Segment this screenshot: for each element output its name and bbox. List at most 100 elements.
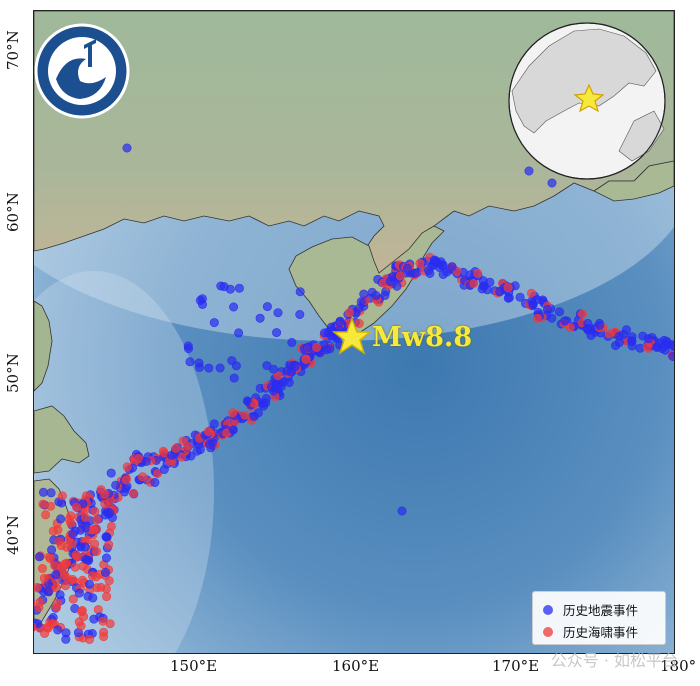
tsunami-event-dot [38, 499, 48, 509]
map-canvas[interactable] [34, 11, 674, 653]
tsunami-event-dot [70, 562, 80, 572]
lon-label-180: 180° [660, 657, 697, 675]
earthquake-event-dot [255, 313, 265, 323]
earthquake-event-dot [204, 363, 214, 373]
earthquake-event-dot [354, 303, 364, 313]
earthquake-event-dot [595, 320, 605, 330]
magnitude-label: Mw8.8 [372, 322, 473, 353]
earthquake-event-dot [76, 525, 86, 535]
earthquake-event-dot [198, 299, 208, 309]
tsunami-event-dot [90, 539, 100, 549]
tsunami-event-dot [72, 552, 82, 562]
tsunami-event-dot [98, 616, 108, 626]
earthquake-event-dot [282, 366, 292, 376]
land-alaska [593, 160, 674, 202]
legend-label-tsunami: 历史海啸事件 [563, 625, 639, 640]
earthquake-event-dot [397, 506, 407, 516]
earthquake-event-dot [55, 590, 65, 600]
earthquake-event-dot [547, 313, 557, 323]
earthquake-event-dot [229, 373, 239, 383]
tsunami-dot-icon [543, 626, 553, 637]
earthquake-event-dot [141, 456, 151, 466]
earthquake-event-dot [410, 268, 420, 278]
tsunami-event-dot [122, 462, 132, 472]
tsunami-event-dot [68, 594, 78, 604]
tsunami-event-dot [53, 525, 63, 535]
lat-label-50: 50°N [4, 353, 22, 393]
earthquake-event-dot [106, 468, 116, 478]
tsunami-event-dot [121, 475, 131, 485]
tsunami-event-dot [34, 622, 37, 632]
earthquake-event-dot [547, 178, 557, 188]
earthquake-event-dot [205, 439, 215, 449]
tsunami-event-dot [577, 309, 587, 319]
legend-item-earthquake: 历史地震事件 [543, 600, 638, 619]
tsunami-event-dot [46, 501, 55, 511]
earthquake-event-dot [284, 377, 294, 387]
earthquake-dot-icon [543, 604, 553, 615]
tsunami-event-dot [354, 318, 364, 328]
earthquake-event-dot [287, 337, 297, 347]
tsunami-event-dot [415, 258, 425, 268]
earthquake-event-dot [371, 290, 381, 300]
tsunami-event-dot [203, 426, 213, 436]
watermark: 公众号 · 如松平台 [550, 651, 678, 670]
earthquake-event-dot [209, 318, 219, 328]
earthquake-event-dot [150, 477, 160, 487]
tsunami-event-dot [100, 499, 110, 509]
tsunami-event-dot [565, 323, 575, 333]
lon-label-160: 160°E [332, 657, 380, 675]
earthquake-event-dot [101, 532, 111, 542]
tsunami-event-dot [53, 598, 63, 608]
earthquake-event-dot [102, 553, 112, 563]
tsunami-event-dot [64, 514, 74, 524]
tsunami-event-dot [72, 502, 82, 512]
tsunami-event-dot [39, 573, 49, 583]
tsunami-event-dot [91, 572, 101, 582]
tsunami-event-dot [532, 313, 542, 323]
tsunami-event-dot [68, 574, 78, 584]
earthquake-event-dot [61, 628, 71, 638]
earthquake-event-dot [56, 514, 66, 524]
earthquake-event-dot [227, 356, 237, 366]
tsunami-event-dot [312, 342, 322, 352]
tsunami-event-dot [101, 584, 111, 594]
earthquake-event-dot [542, 304, 552, 314]
earthquake-event-dot [101, 510, 111, 520]
earthquake-event-dot [101, 567, 111, 577]
earthquake-event-dot [627, 336, 637, 346]
earthquake-event-dot [80, 542, 90, 552]
earthquake-event-dot [253, 408, 263, 418]
earthquake-event-dot [46, 488, 56, 498]
tsunami-event-dot [395, 271, 405, 281]
earthquake-event-dot [225, 284, 235, 294]
earthquake-event-dot [74, 588, 84, 598]
tsunami-event-dot [40, 628, 50, 638]
lon-label-170: 170°E [492, 657, 540, 675]
earthquake-event-dot [261, 393, 271, 403]
tsunami-event-dot [80, 512, 90, 522]
earthquake-event-dot [53, 625, 63, 635]
tsunami-event-dot [37, 563, 47, 573]
earthquake-event-dot [111, 480, 121, 490]
earthquake-event-dot [335, 317, 345, 327]
earthquake-event-dot [89, 614, 99, 624]
earthquake-event-dot [234, 328, 244, 338]
lon-label-150: 150°E [170, 657, 218, 675]
map-frame[interactable]: Mw8.8 历史地震事件 历史海啸事件 [33, 10, 675, 654]
earthquake-event-dot [611, 341, 621, 351]
tsunami-event-dot [34, 600, 36, 607]
tsunami-event-dot [91, 546, 101, 556]
earthquake-event-dot [68, 529, 78, 539]
earthquake-event-dot [654, 338, 664, 348]
earthquake-event-dot [38, 487, 48, 497]
tsunami-event-dot [344, 308, 354, 318]
tsunami-event-dot [61, 581, 71, 591]
earthquake-event-dot [273, 308, 283, 318]
earthquake-event-dot [229, 302, 239, 312]
tsunami-event-dot [92, 515, 102, 525]
earthquake-event-dot [262, 361, 272, 371]
earthquake-event-dot [83, 591, 93, 601]
legend-label-earthquake: 历史地震事件 [563, 603, 639, 618]
earthquake-event-dot [234, 283, 244, 293]
